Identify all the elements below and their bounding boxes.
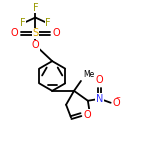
Text: O: O xyxy=(52,28,60,38)
Text: O: O xyxy=(113,98,120,108)
Text: S: S xyxy=(32,28,38,38)
Text: N: N xyxy=(96,94,104,104)
Text: F: F xyxy=(20,18,25,28)
Text: O: O xyxy=(96,75,104,85)
Text: O: O xyxy=(84,110,92,120)
Text: $^{-}$: $^{-}$ xyxy=(115,94,122,103)
Text: O: O xyxy=(11,28,19,38)
Text: O: O xyxy=(32,40,39,50)
Text: F: F xyxy=(45,18,51,28)
Text: F: F xyxy=(33,3,38,13)
Text: Me: Me xyxy=(83,70,94,79)
